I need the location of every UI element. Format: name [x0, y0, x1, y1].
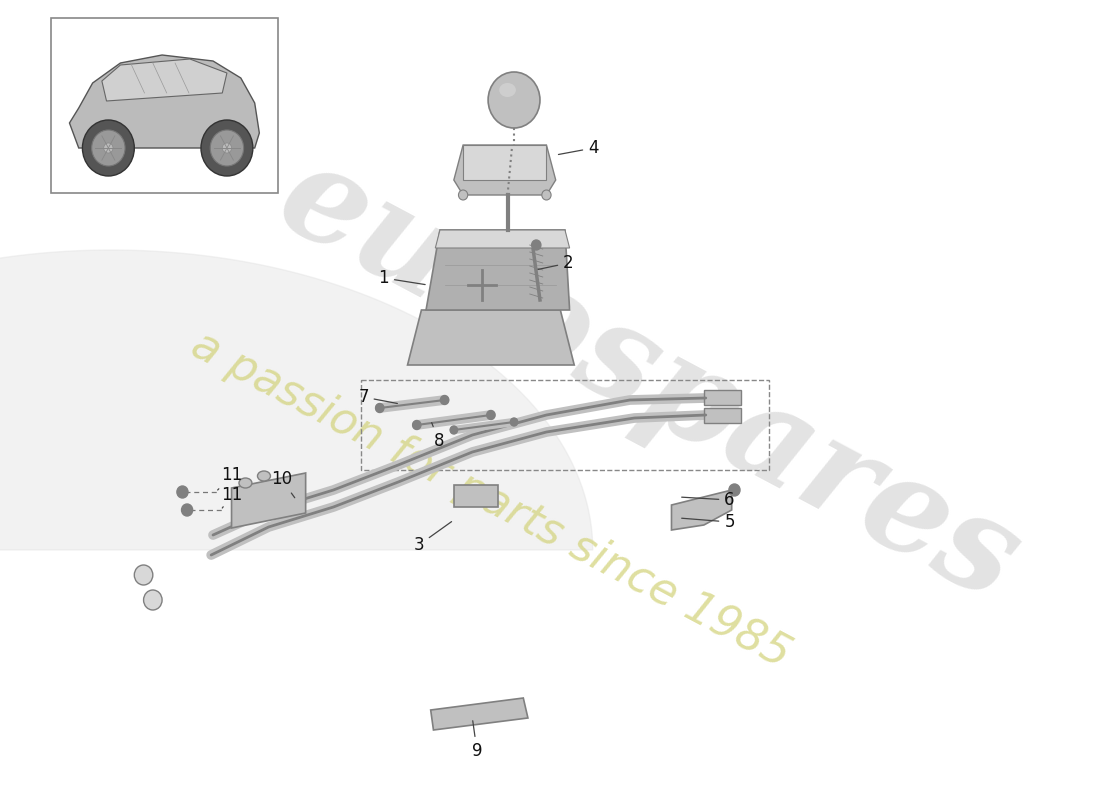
Bar — [704, 390, 741, 405]
Circle shape — [375, 403, 384, 413]
Ellipse shape — [239, 478, 252, 488]
Circle shape — [531, 240, 541, 250]
Ellipse shape — [499, 83, 516, 97]
Circle shape — [222, 143, 231, 153]
Polygon shape — [231, 473, 306, 528]
Circle shape — [144, 590, 162, 610]
Circle shape — [134, 565, 153, 585]
Polygon shape — [436, 230, 570, 248]
Circle shape — [412, 421, 421, 430]
Ellipse shape — [257, 471, 271, 481]
Text: 10: 10 — [271, 470, 295, 498]
Polygon shape — [454, 145, 556, 195]
Polygon shape — [671, 490, 732, 530]
Text: eurospares: eurospares — [257, 131, 1040, 629]
Circle shape — [488, 72, 540, 128]
Text: 11: 11 — [221, 486, 243, 508]
Circle shape — [729, 484, 740, 496]
Circle shape — [440, 395, 449, 405]
Circle shape — [450, 426, 458, 434]
Polygon shape — [463, 145, 547, 180]
Circle shape — [177, 486, 188, 498]
Circle shape — [510, 418, 518, 426]
Circle shape — [542, 190, 551, 200]
Circle shape — [91, 130, 125, 166]
Text: 9: 9 — [472, 721, 482, 760]
Text: 7: 7 — [359, 388, 397, 406]
Text: a passion for parts since 1985: a passion for parts since 1985 — [184, 323, 798, 677]
Text: 5: 5 — [682, 513, 735, 531]
Bar — [454, 485, 498, 507]
Circle shape — [486, 410, 495, 419]
Polygon shape — [102, 59, 227, 101]
Polygon shape — [431, 698, 528, 730]
Circle shape — [103, 143, 113, 153]
Bar — [704, 408, 741, 423]
Circle shape — [82, 120, 134, 176]
Bar — [361, 380, 769, 470]
Text: 8: 8 — [431, 422, 444, 450]
Bar — [51, 18, 278, 193]
Circle shape — [182, 504, 192, 516]
Text: 3: 3 — [414, 522, 452, 554]
Polygon shape — [407, 310, 574, 365]
Polygon shape — [426, 230, 570, 310]
Text: 4: 4 — [559, 139, 598, 157]
Circle shape — [201, 120, 253, 176]
Polygon shape — [69, 55, 260, 148]
Text: 11: 11 — [218, 466, 243, 490]
Text: 1: 1 — [378, 269, 426, 287]
Text: 2: 2 — [538, 254, 574, 272]
Text: 6: 6 — [682, 491, 735, 509]
Circle shape — [459, 190, 468, 200]
Polygon shape — [0, 250, 593, 550]
Circle shape — [210, 130, 243, 166]
